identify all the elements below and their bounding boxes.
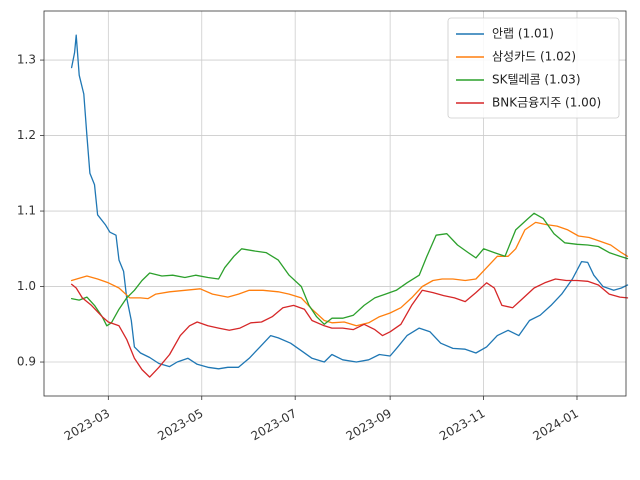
series-line — [70, 278, 629, 378]
x-tick-label: 2024-01 — [530, 406, 580, 443]
legend: 안랩 (1.01) 삼성카드 (1.02) SK텔레콤 (1.03) BNK금융지주 … — [447, 17, 620, 119]
x-tick-label: 2023-11 — [437, 406, 487, 443]
y-axis: 0.9 1.0 1.1 1.2 1.3 — [17, 53, 44, 369]
series-line — [70, 221, 629, 327]
series-lines — [70, 34, 629, 378]
y-tick-label: 1.2 — [17, 128, 36, 142]
x-tick-label: 2023-03 — [62, 406, 112, 443]
x-axis: 2023-03 2023-05 2023-07 2023-09 2023-11 2024-… — [62, 396, 581, 443]
legend-label: BNK금융지주 (1.00) — [492, 96, 601, 110]
plot-frame — [43, 10, 627, 397]
legend-label: 안랩 (1.01) — [492, 27, 554, 41]
y-tick-label: 1.3 — [17, 53, 36, 67]
y-tick-label: 0.9 — [17, 355, 36, 369]
x-tick-label: 2023-05 — [155, 406, 205, 443]
x-tick-label: 2023-07 — [249, 406, 299, 443]
series-line — [70, 34, 629, 370]
legend-label: 삼성카드 (1.02) — [492, 50, 576, 64]
legend-box — [447, 17, 620, 119]
legend-label: SK텔레콤 (1.03) — [492, 73, 581, 87]
series-line — [70, 212, 629, 327]
y-tick-label: 1.1 — [17, 204, 36, 218]
x-tick-label: 2023-09 — [344, 406, 394, 443]
y-tick-label: 1.0 — [17, 279, 36, 293]
